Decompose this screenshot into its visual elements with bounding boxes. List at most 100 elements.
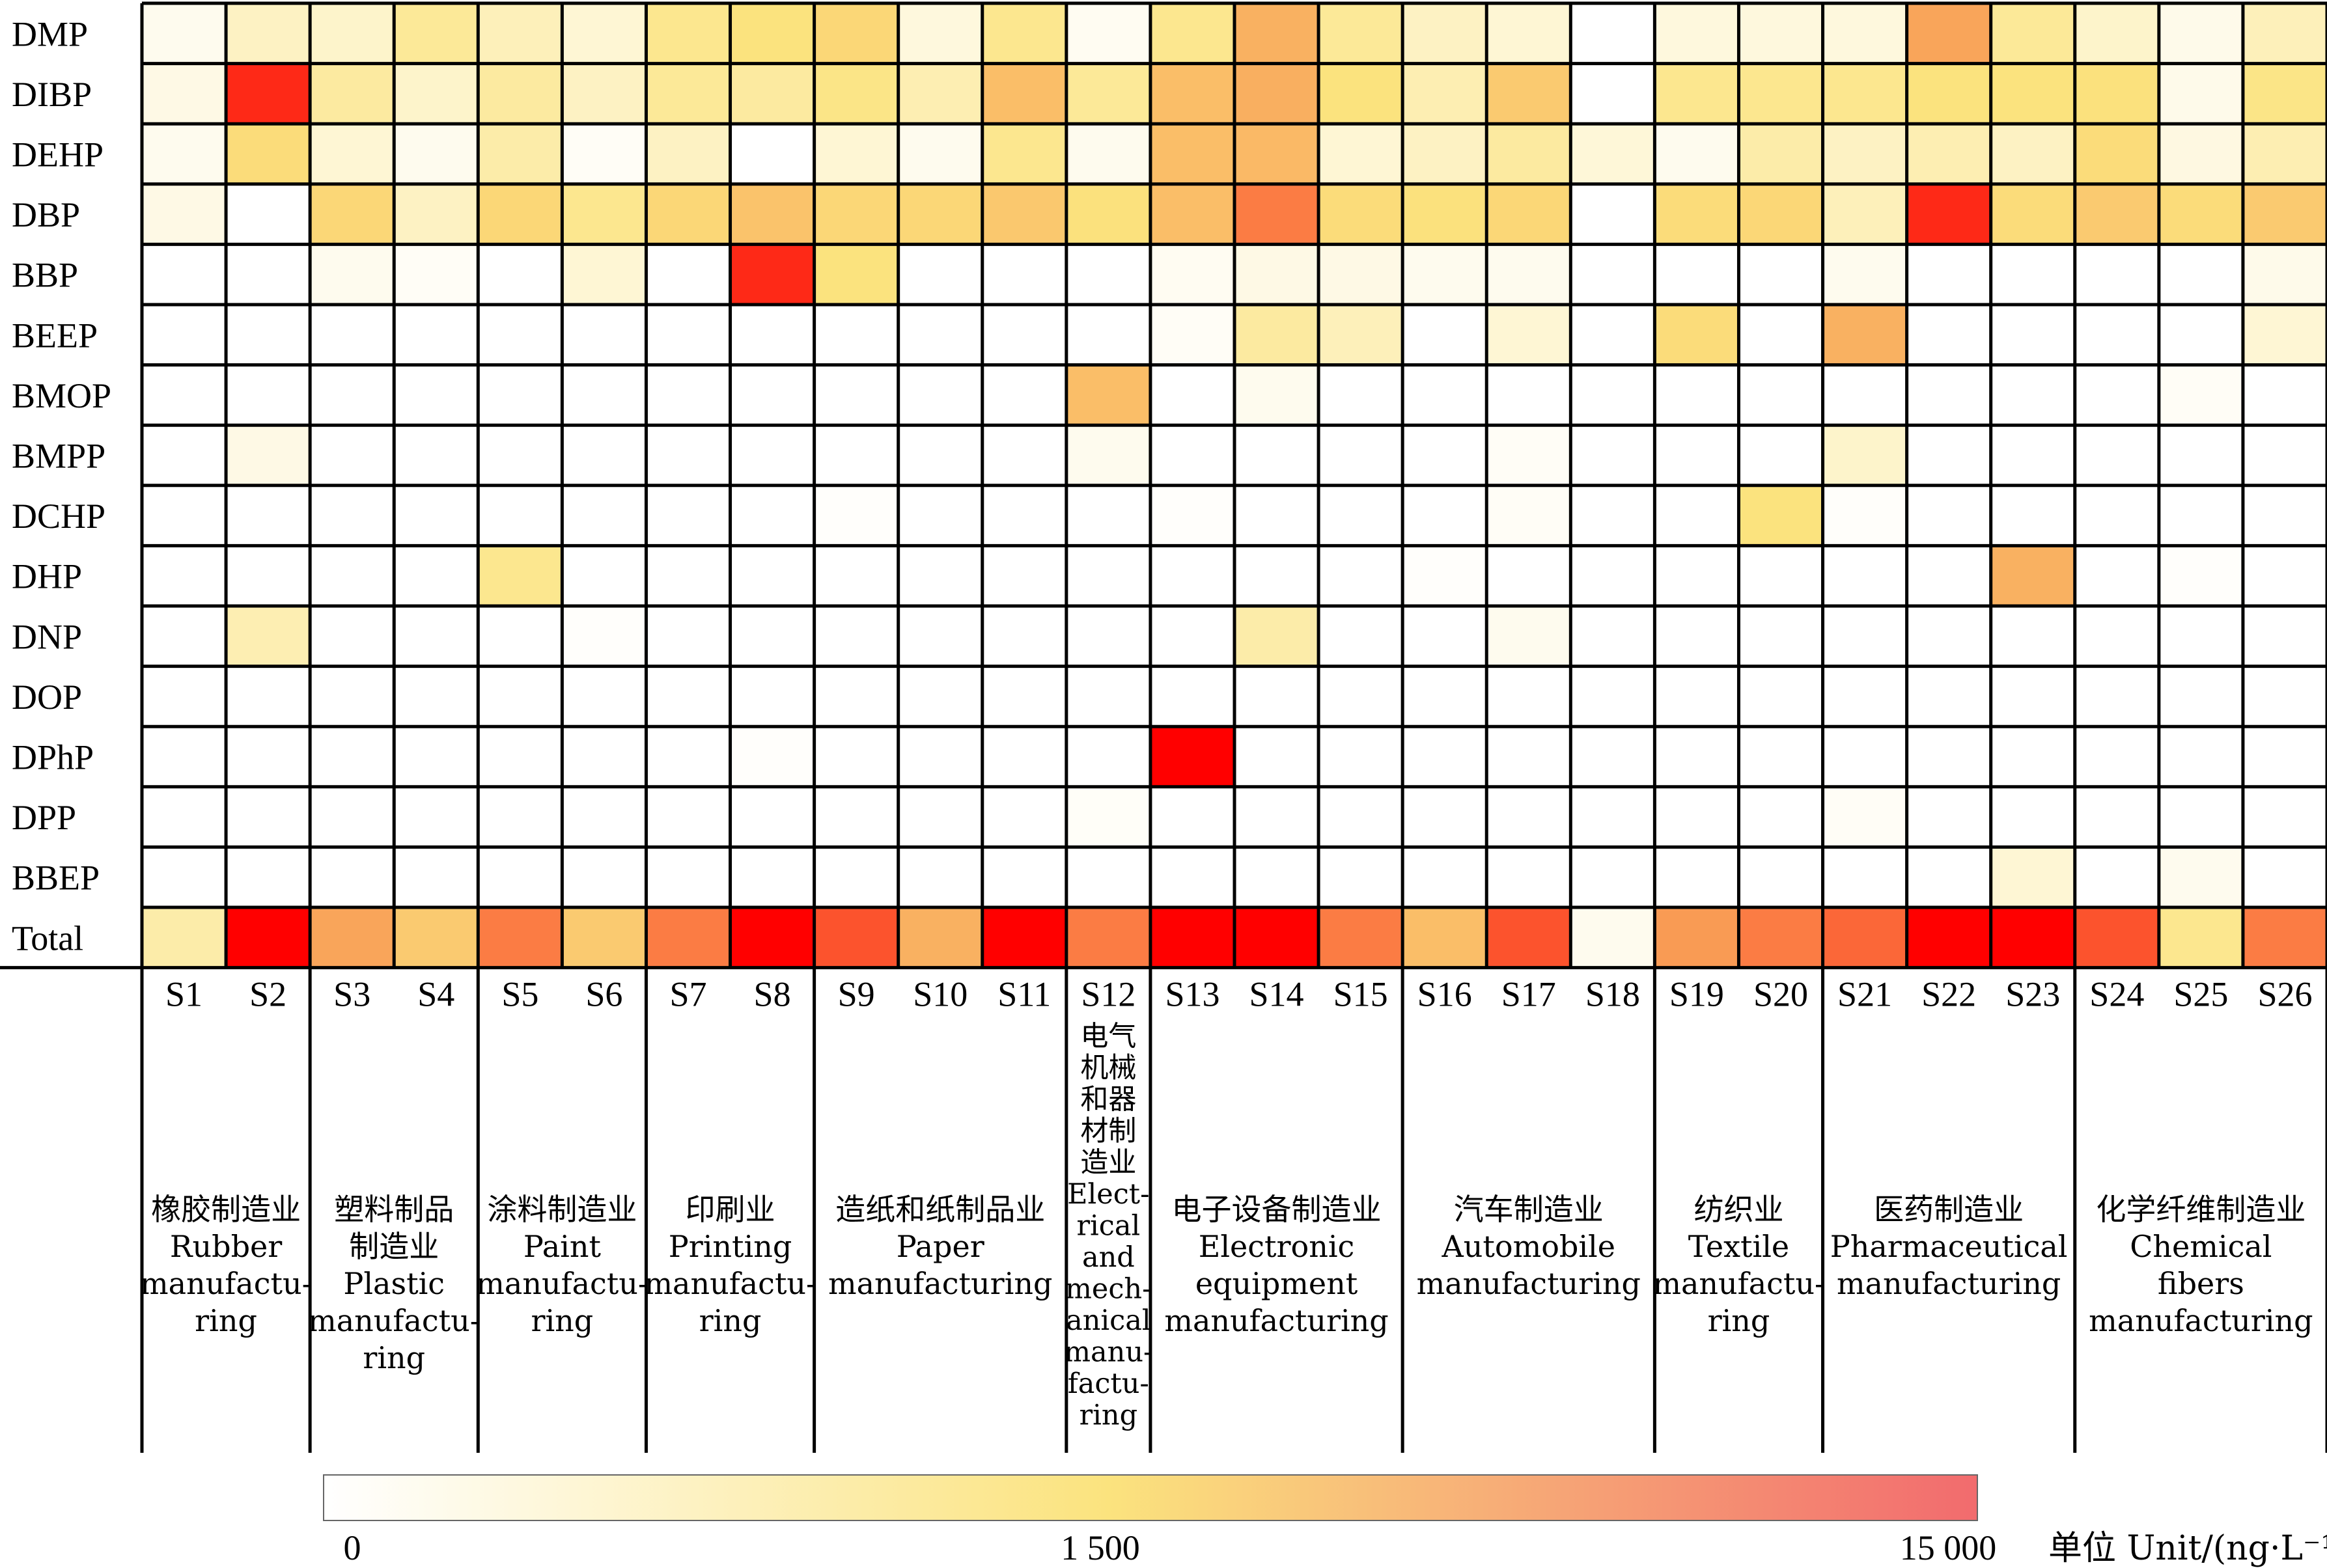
column-label-S5: S5 bbox=[501, 975, 538, 1014]
cell-DOP-S18 bbox=[1570, 666, 1655, 727]
cell-DPhP-S3 bbox=[310, 726, 395, 788]
cell-DIBP-S18 bbox=[1570, 63, 1655, 124]
group-label-line: fibers bbox=[2158, 1266, 2244, 1301]
cell-BBP-S6 bbox=[562, 244, 647, 305]
cell-BMPP-S7 bbox=[646, 425, 731, 486]
cell-BEEP-S13 bbox=[1150, 305, 1235, 366]
group-label-line: manufactu- bbox=[644, 1266, 816, 1301]
cell-DHP-S5 bbox=[478, 545, 563, 607]
cell-DBP-S11 bbox=[982, 184, 1067, 245]
cell-DMP-S7 bbox=[646, 3, 731, 64]
cell-BEEP-S4 bbox=[394, 305, 479, 366]
cell-Total-S4 bbox=[394, 907, 479, 969]
cell-BBEP-S25 bbox=[2158, 847, 2244, 908]
cell-DIBP-S5 bbox=[478, 63, 563, 124]
cell-DHP-S14 bbox=[1234, 545, 1319, 607]
cell-DPP-S4 bbox=[394, 786, 479, 847]
cell-DPP-S25 bbox=[2158, 786, 2244, 847]
cell-DPhP-S11 bbox=[982, 726, 1067, 788]
group-label-line: manufactu- bbox=[476, 1266, 648, 1301]
cell-BMPP-S20 bbox=[1738, 425, 1824, 486]
cell-DBP-S14 bbox=[1234, 184, 1319, 245]
cell-DBP-S16 bbox=[1402, 184, 1487, 245]
colorbar-tick-mid: 1 500 bbox=[1061, 1528, 1140, 1567]
cell-DPhP-S1 bbox=[142, 726, 227, 788]
cell-DIBP-S2 bbox=[226, 63, 311, 124]
cell-Total-S21 bbox=[1822, 907, 1908, 969]
cell-DOP-S10 bbox=[898, 666, 983, 727]
cell-DCHP-S14 bbox=[1234, 485, 1319, 546]
cell-DNP-S1 bbox=[142, 606, 227, 667]
cell-DPhP-S10 bbox=[898, 726, 983, 788]
cell-BMOP-S11 bbox=[982, 364, 1067, 426]
group-label-line: manufacturing bbox=[1837, 1266, 2061, 1301]
cell-DBP-S6 bbox=[562, 184, 647, 245]
cell-Total-S16 bbox=[1402, 907, 1487, 969]
column-label-S1: S1 bbox=[165, 975, 202, 1014]
group-label-9: 医药制造业 Pharmaceutical manufacturing bbox=[1830, 1192, 2068, 1301]
cell-DBP-S5 bbox=[478, 184, 563, 245]
cell-BMOP-S4 bbox=[394, 364, 479, 426]
cell-DPP-S17 bbox=[1486, 786, 1571, 847]
cell-BMPP-S21 bbox=[1822, 425, 1908, 486]
cell-BMOP-S10 bbox=[898, 364, 983, 426]
cell-BEEP-S25 bbox=[2158, 305, 2244, 366]
cell-BBEP-S3 bbox=[310, 847, 395, 908]
cell-DEHP-S26 bbox=[2242, 124, 2327, 185]
cell-DNP-S23 bbox=[1990, 606, 2076, 667]
cell-DIBP-S1 bbox=[142, 63, 227, 124]
column-label-S25: S25 bbox=[2173, 975, 2228, 1014]
column-label-S22: S22 bbox=[1921, 975, 1976, 1014]
cell-BBEP-S10 bbox=[898, 847, 983, 908]
group-label-line: manufactu- bbox=[140, 1266, 312, 1301]
cell-BMPP-S5 bbox=[478, 425, 563, 486]
cell-DPP-S20 bbox=[1738, 786, 1824, 847]
cell-BBEP-S20 bbox=[1738, 847, 1824, 908]
cell-BEEP-S12 bbox=[1066, 305, 1151, 366]
cell-DCHP-S8 bbox=[730, 485, 815, 546]
cell-BMPP-S6 bbox=[562, 425, 647, 486]
cell-DEHP-S2 bbox=[226, 124, 311, 185]
cell-DEHP-S14 bbox=[1234, 124, 1319, 185]
group-label-line: Textile bbox=[1688, 1229, 1789, 1264]
column-label-S2: S2 bbox=[249, 975, 286, 1014]
cell-DEHP-S24 bbox=[2074, 124, 2160, 185]
cell-DEHP-S20 bbox=[1738, 124, 1824, 185]
cell-BMOP-S5 bbox=[478, 364, 563, 426]
group-label-line: ring bbox=[1080, 1399, 1138, 1432]
cell-BBP-S24 bbox=[2074, 244, 2160, 305]
group-label-1: 塑料制品制造业 Plastic manufactu-ring bbox=[308, 1192, 480, 1375]
cell-DNP-S21 bbox=[1822, 606, 1908, 667]
cell-DIBP-S8 bbox=[730, 63, 815, 124]
cell-BBEP-S26 bbox=[2242, 847, 2327, 908]
group-label-line: manufactu- bbox=[1652, 1266, 1824, 1301]
group-label-line: manufacturing bbox=[1417, 1266, 1641, 1301]
cell-DIBP-S20 bbox=[1738, 63, 1824, 124]
cell-DPP-S2 bbox=[226, 786, 311, 847]
cell-DPP-S13 bbox=[1150, 786, 1235, 847]
cell-DCHP-S10 bbox=[898, 485, 983, 546]
cell-DCHP-S20 bbox=[1738, 485, 1824, 546]
cell-BMPP-S3 bbox=[310, 425, 395, 486]
cell-DIBP-S3 bbox=[310, 63, 395, 124]
group-label-line: 材制 bbox=[1080, 1115, 1136, 1148]
cell-DBP-S23 bbox=[1990, 184, 2076, 245]
cell-DEHP-S5 bbox=[478, 124, 563, 185]
cell-BBEP-S9 bbox=[814, 847, 899, 908]
cell-BBP-S5 bbox=[478, 244, 563, 305]
cell-BEEP-S24 bbox=[2074, 305, 2160, 366]
group-label-line: 化学纤维制造业 bbox=[2096, 1192, 2306, 1227]
cell-BMOP-S8 bbox=[730, 364, 815, 426]
cell-DPhP-S21 bbox=[1822, 726, 1908, 788]
column-label-S19: S19 bbox=[1669, 975, 1724, 1014]
cell-DBP-S13 bbox=[1150, 184, 1235, 245]
cell-BMOP-S15 bbox=[1318, 364, 1403, 426]
cell-DHP-S8 bbox=[730, 545, 815, 607]
colorbar-tick-min: 0 bbox=[344, 1528, 361, 1567]
cell-DNP-S15 bbox=[1318, 606, 1403, 667]
cell-DMP-S16 bbox=[1402, 3, 1487, 64]
cell-BEEP-S10 bbox=[898, 305, 983, 366]
cell-DNP-S19 bbox=[1654, 606, 1739, 667]
cell-DCHP-S3 bbox=[310, 485, 395, 546]
cell-DOP-S25 bbox=[2158, 666, 2244, 727]
